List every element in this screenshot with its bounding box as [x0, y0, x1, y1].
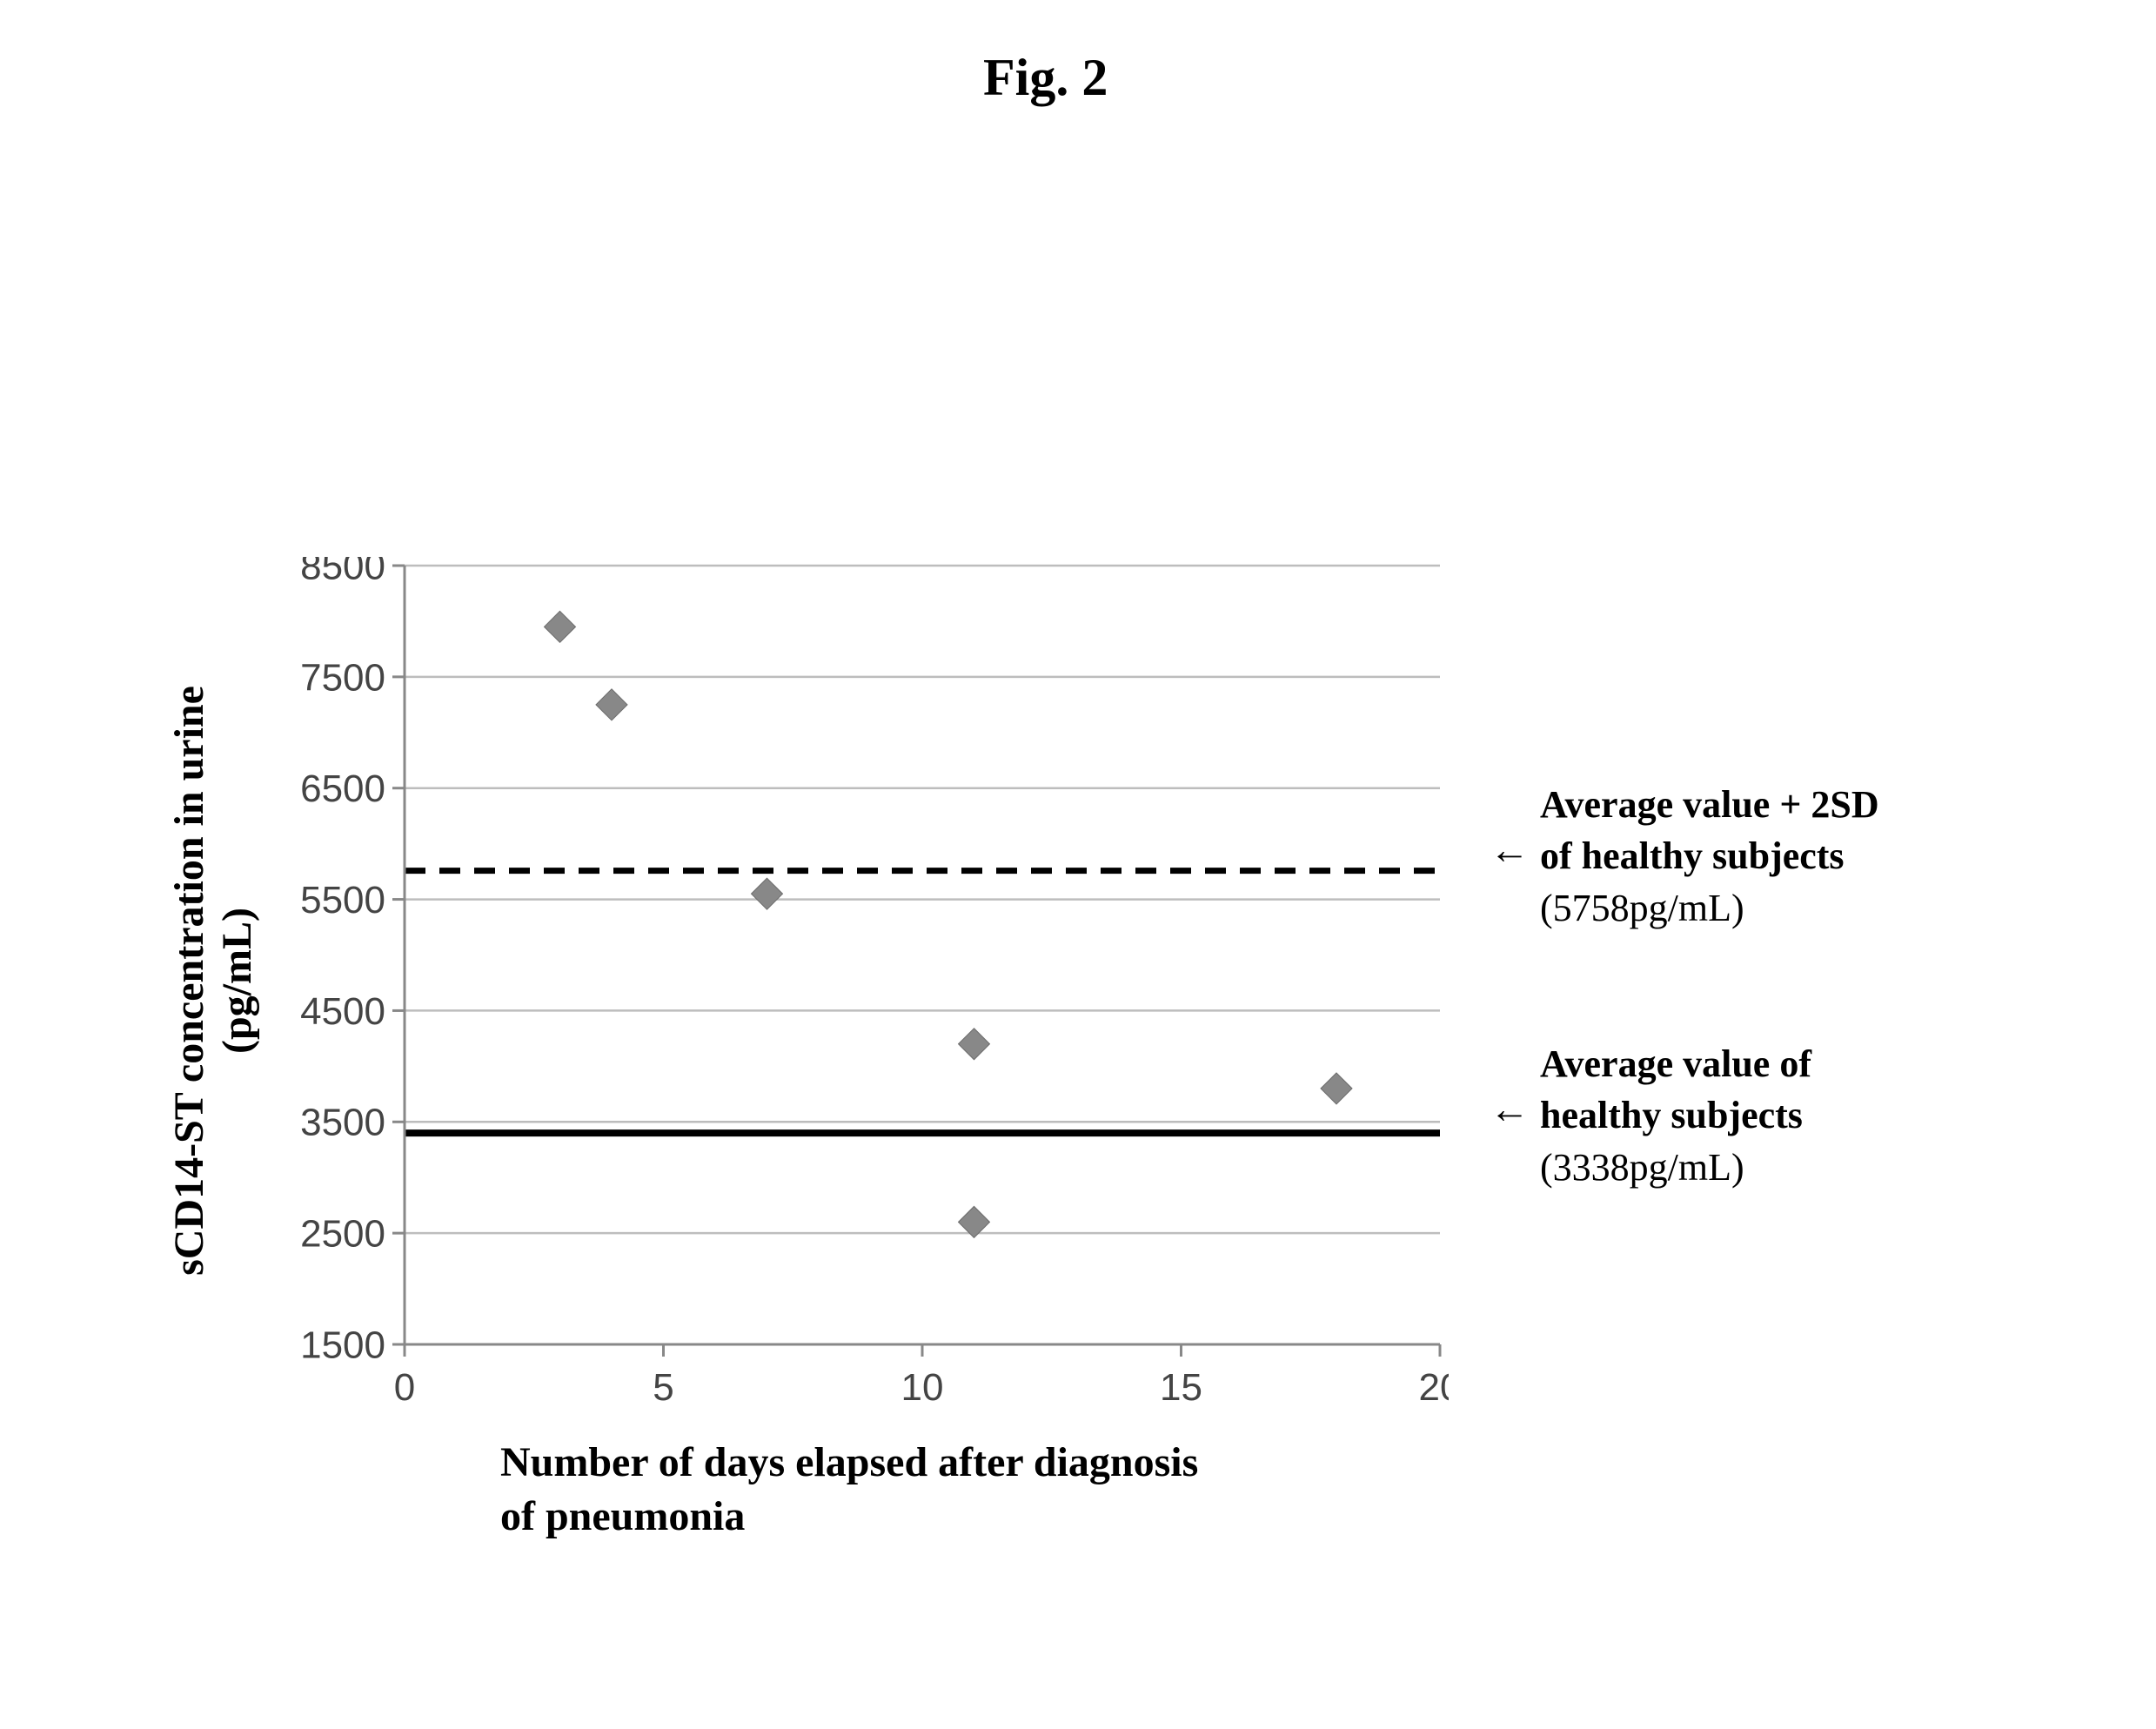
arrow-left-icon: ←	[1490, 1086, 1530, 1132]
scatter-chart: 1500 2500 3500 4500 5500 6500 7500 8500 0 5 10 15 20	[300, 557, 1449, 1410]
annotation-line: (5758pg/mL)	[1540, 882, 1879, 934]
annotation-line: healthy subjects	[1540, 1089, 1811, 1141]
arrow-left-icon: ←	[1490, 827, 1530, 873]
data-point	[959, 1029, 990, 1060]
y-tick-label: 2500	[300, 1213, 385, 1256]
y-tick-label: 8500	[300, 557, 385, 587]
y-tick-label: 7500	[300, 656, 385, 699]
x-tick-label: 10	[901, 1366, 944, 1405]
x-tick-label: 5	[653, 1366, 673, 1405]
data-point	[596, 689, 627, 720]
y-tick-label: 5500	[300, 879, 385, 921]
y-tick-label: 4500	[300, 990, 385, 1033]
x-axis-label: Number of days elapsed after diagnosis o…	[500, 1436, 1198, 1545]
reference-annotation: Average value + 2SDof healthy subjects(5…	[1540, 779, 1879, 934]
y-tick-label: 6500	[300, 767, 385, 810]
x-tick-label: 0	[394, 1366, 415, 1405]
annotation-line: (3338pg/mL)	[1540, 1142, 1811, 1193]
y-axis-label: sCD14-ST concentration in urine (pg/mL)	[165, 546, 261, 1416]
annotation-line: Average value + 2SD	[1540, 779, 1879, 830]
y-tick-label: 3500	[300, 1102, 385, 1144]
y-tick-label: 1500	[300, 1324, 385, 1366]
data-point	[545, 611, 576, 642]
figure-title: Fig. 2	[983, 48, 1108, 108]
chart-svg: 1500 2500 3500 4500 5500 6500 7500 8500 0 5 10 15 20	[300, 557, 1449, 1405]
x-tick-label: 15	[1160, 1366, 1202, 1405]
x-tick-label: 20	[1419, 1366, 1449, 1405]
reference-annotation: Average value ofhealthy subjects(3338pg/…	[1540, 1038, 1811, 1193]
annotation-line: Average value of	[1540, 1038, 1811, 1089]
data-point	[752, 878, 783, 909]
annotation-line: of healthy subjects	[1540, 830, 1879, 881]
data-point	[1321, 1073, 1352, 1104]
